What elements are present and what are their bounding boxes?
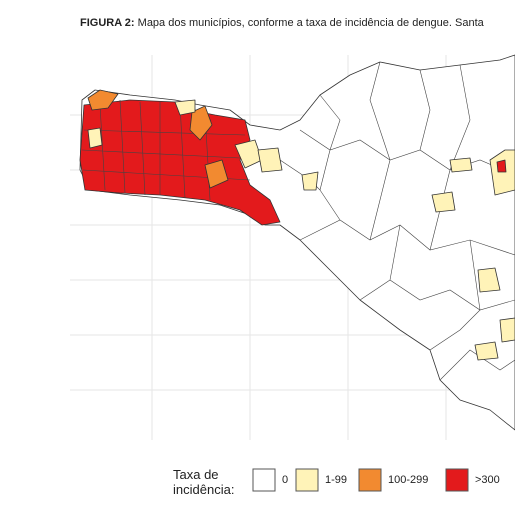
region: [87, 89, 119, 111]
region: [477, 267, 501, 293]
caption: FIGURA 2: Mapa dos municípios, conforme …: [80, 17, 485, 29]
region: [301, 171, 319, 191]
region: [474, 341, 499, 361]
region: [189, 105, 213, 141]
legend-swatch: [295, 468, 319, 492]
map: [70, 54, 515, 440]
caption-text: Mapa dos municípios, conforme a taxa de …: [138, 17, 485, 29]
caption-label: FIGURA 2:: [80, 17, 135, 29]
region: [496, 159, 507, 173]
legend: Taxa de incidência: 0 1-99 100-299 >300: [173, 467, 500, 497]
legend-label: 0: [282, 474, 288, 486]
legend-swatch: [358, 468, 382, 492]
region: [449, 157, 473, 173]
region: [257, 147, 283, 173]
region: [431, 191, 456, 213]
legend-label: 1-99: [325, 474, 347, 486]
region: [174, 99, 196, 116]
municipality-borders: [81, 99, 251, 201]
legend-swatch: [445, 468, 469, 492]
legend-title: incidência:: [173, 482, 234, 497]
legend-title: Taxa de: [173, 467, 219, 482]
legend-items: 0 1-99 100-299 >300: [252, 468, 500, 492]
legend-label: 100-299: [388, 474, 428, 486]
legend-label: >300: [475, 474, 500, 486]
legend-swatch: [252, 468, 276, 492]
region: [204, 159, 229, 189]
region: [87, 127, 103, 149]
region: [499, 317, 515, 343]
region: [489, 149, 515, 196]
